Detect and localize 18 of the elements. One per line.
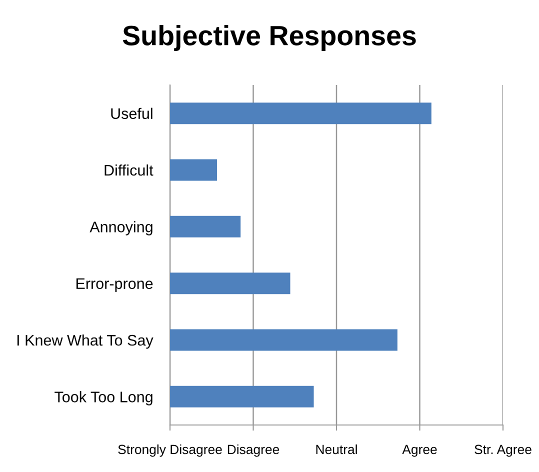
text: Agree bbox=[402, 444, 437, 457]
y-tick-label: I Knew What To Say bbox=[17, 334, 154, 349]
y-tick-label: Took Too Long bbox=[54, 391, 152, 406]
y-tick-label: Error-prone bbox=[76, 278, 153, 292]
chart-title: Subjective Responses bbox=[122, 25, 416, 51]
y-tick-label: Useful bbox=[111, 108, 152, 120]
bar bbox=[170, 216, 241, 238]
text: Neutral bbox=[316, 444, 357, 454]
bar bbox=[170, 159, 218, 181]
text: Str. Agree bbox=[474, 444, 532, 457]
bar bbox=[170, 329, 398, 351]
bar bbox=[170, 272, 290, 294]
text: Disagree bbox=[228, 444, 280, 457]
bar bbox=[170, 102, 432, 124]
text: Strongly Disagree bbox=[118, 444, 222, 457]
y-tick-label: Annoying bbox=[90, 221, 152, 236]
bar bbox=[170, 386, 314, 408]
y-tick-label: Difficult bbox=[104, 164, 154, 176]
